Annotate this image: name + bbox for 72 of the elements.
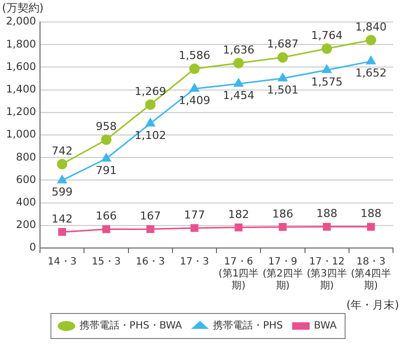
point [322,64,332,74]
y-tick-label: 1,200 [6,106,36,118]
y-tick-label: 1,400 [6,84,36,96]
y-tick-label: 600 [16,174,36,186]
point [190,224,198,232]
data-label: 1,687 [266,38,298,51]
point [278,73,288,82]
data-label: 1,102 [134,128,166,142]
y-tick-label: 200 [16,219,36,232]
data-label: 1,636 [222,43,254,56]
y-tick-label: 1,000 [6,128,36,141]
x-tick-label: 17・6 (第1四半期) [218,256,259,292]
data-label: 1,269 [134,84,166,98]
y-tick-label: 1,600 [6,60,36,73]
data-label: 1,501 [266,84,298,97]
point [58,228,66,236]
data-label: 182 [228,208,250,221]
point [234,78,244,87]
data-label: 142 [52,212,73,226]
data-label: 177 [184,208,205,222]
x-tick-label: 18・3 (第4四半期) [350,256,392,292]
data-label: 1,575 [311,75,343,88]
x-axis-title: (年・月末) [346,298,399,312]
data-label: 186 [272,207,294,220]
x-tick-label: 17・3 [180,256,210,268]
data-label: 166 [96,210,117,223]
x-tick-label: 17・9 (第2四半期) [262,256,303,292]
data-label: 188 [316,207,338,220]
data-label: 791 [96,164,117,177]
point [322,222,331,231]
point [278,223,287,231]
point [277,52,288,63]
point [190,84,200,92]
point [102,153,111,162]
data-label: 1,840 [355,20,387,34]
point [234,224,243,232]
x-tick-label: 17・12 (第3四半期) [306,256,347,292]
point [146,118,155,126]
legend-label: 携帯電話・PHS [213,320,283,332]
data-label: 1,586 [178,49,210,62]
y-tick-label: 2,000 [6,16,36,28]
point [56,158,68,170]
point [102,225,110,234]
data-label: 167 [140,209,161,222]
data-label: 1,454 [222,89,254,102]
point [366,56,376,64]
y-tick-label: 0 [29,242,36,254]
data-label: 742 [52,144,73,158]
x-tick-label: 14・3 [48,256,77,268]
data-label: 1,764 [311,29,343,42]
point [322,43,332,54]
data-label: 958 [96,120,117,134]
point [233,58,244,68]
data-label: 599 [52,186,73,199]
point [57,175,67,184]
x-tick-label: 16・3 [136,256,165,268]
point [189,64,200,74]
point [146,225,154,234]
y-tick-label: 1,800 [6,38,36,50]
x-tick-label: 15・3 [92,256,121,268]
legend-label: BWA [314,320,337,332]
point [366,34,376,46]
data-label: 1,409 [178,94,210,108]
data-label: 1,652 [355,66,387,80]
data-label: 188 [360,207,382,220]
y-axis-title: (万契約) [2,1,44,14]
y-tick-label: 400 [16,196,36,209]
point [145,99,156,110]
y-tick-label: 800 [16,151,36,164]
point [367,222,375,231]
point [100,134,112,145]
legend-label: 携帯電話・PHS・BWA [79,320,182,332]
